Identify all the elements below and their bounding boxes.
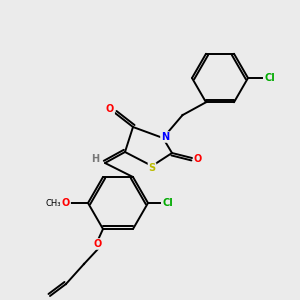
Text: O: O <box>94 239 102 249</box>
Text: S: S <box>148 163 156 173</box>
Text: Cl: Cl <box>163 198 173 208</box>
Text: O: O <box>106 104 114 114</box>
Text: CH₃: CH₃ <box>45 199 61 208</box>
Text: H: H <box>91 154 99 164</box>
Text: N: N <box>161 132 169 142</box>
Text: Cl: Cl <box>265 73 275 83</box>
Text: O: O <box>194 154 202 164</box>
Text: O: O <box>62 198 70 208</box>
